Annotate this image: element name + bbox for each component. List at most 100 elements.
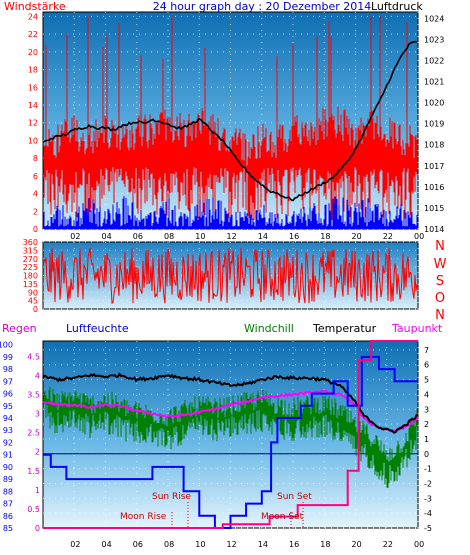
hour-tick-label: 08 [164, 232, 174, 241]
pressure-tick-label: 1014 [424, 225, 444, 234]
temperature-tick-label: 4 [424, 390, 429, 399]
rain-series [43, 340, 418, 529]
wind-tick-label: 12 [28, 119, 38, 128]
humidity-tick-label: 98 [3, 365, 13, 374]
humidity-tick-label: 86 [3, 512, 13, 521]
rain-tick-label: 3.5 [27, 390, 40, 399]
temperature-tick-label: 1 [424, 435, 429, 444]
windchill-series [43, 386, 418, 488]
wind-tick-label: 8 [33, 154, 38, 163]
rain-tick-label: 4.5 [27, 352, 40, 361]
pressure-tick-label: 1018 [424, 141, 444, 150]
humidity-tick-label: 87 [3, 500, 13, 509]
hour-tick-label: 14 [258, 232, 268, 241]
humidity-tick-label: 94 [3, 414, 13, 423]
wind-gust-series [43, 196, 418, 229]
hour-tick-label: 00 [414, 540, 424, 549]
humidity-tick-label: 95 [3, 402, 13, 411]
hour-tick-label: 02 [70, 232, 80, 241]
rain-tick-label: 3 [35, 410, 40, 419]
hour-tick-label: 16 [289, 540, 299, 549]
humidity-axis-title: Luftfeuchte [66, 322, 129, 335]
wind-tick-label: 22 [28, 30, 38, 39]
direction-tick-label: 90 [28, 288, 38, 297]
wind-tick-label: 16 [28, 83, 38, 92]
direction-tick-label: 45 [28, 297, 38, 306]
hour-tick-label: 12 [227, 540, 237, 549]
temperature-tick-label: 7 [424, 346, 429, 355]
rain-tick-label: 2.5 [27, 429, 40, 438]
axis-layer: 0246810121416182022241014101510161017101… [0, 12, 444, 549]
wind-tick-label: 10 [28, 136, 38, 145]
pressure-tick-label: 1023 [424, 35, 444, 44]
direction-tick-label: 315 [23, 246, 38, 255]
hour-tick-label: 10 [195, 232, 205, 241]
direction-tick-label: 135 [23, 280, 38, 289]
hour-tick-label: 18 [320, 232, 330, 241]
temperature-tick-label: -5 [424, 524, 432, 533]
rain-tick-label: 0 [35, 524, 40, 533]
wind-direction-series [43, 247, 418, 305]
moon-set-label: Moon Set [261, 512, 304, 522]
hour-tick-label: 18 [320, 540, 330, 549]
direction-label-s: S [436, 274, 444, 289]
temperature-tick-label: 5 [424, 376, 429, 385]
pressure-tick-label: 1015 [424, 204, 444, 213]
direction-tick-label: 180 [23, 272, 38, 281]
humidity-tick-label: 99 [3, 353, 13, 362]
pressure-tick-label: 1024 [424, 14, 444, 23]
moon-rise-label: Moon Rise [120, 512, 167, 522]
temperature-tick-label: -2 [424, 479, 432, 488]
chart-title: 24 hour graph day : 20 Dezember 2014 [153, 0, 372, 13]
hour-tick-label: 14 [258, 540, 268, 549]
wind-speed-series [43, 16, 418, 221]
rain-tick-label: 0.5 [27, 505, 40, 514]
direction-tick-label: 225 [23, 263, 38, 272]
temperature-tick-label: 3 [424, 405, 429, 414]
humidity-tick-label: 89 [3, 475, 13, 484]
direction-tick-label: 0 [33, 305, 38, 314]
hour-tick-label: 04 [102, 540, 112, 549]
direction-tick-label: 270 [23, 255, 38, 264]
windchill-series-title: Windchill [244, 322, 294, 335]
rain-tick-label: 1.5 [27, 467, 40, 476]
humidity-tick-label: 96 [3, 390, 13, 399]
hour-tick-label: 02 [70, 540, 80, 549]
direction-label-n-bottom: N [435, 308, 445, 323]
wind-tick-label: 24 [28, 12, 38, 21]
wind-tick-label: 4 [33, 190, 38, 199]
rain-tick-label: 1 [35, 486, 40, 495]
temperature-series-title: Temperatur [312, 322, 377, 335]
hour-tick-label: 20 [352, 540, 362, 549]
humidity-tick-label: 85 [3, 524, 13, 533]
temperature-tick-label: 6 [424, 361, 429, 370]
temperature-tick-label: 2 [424, 420, 429, 429]
direction-label-n-top: N [435, 239, 445, 254]
hour-tick-label: 08 [164, 540, 174, 549]
wind-tick-label: 6 [33, 172, 38, 181]
humidity-tick-label: 97 [3, 377, 13, 386]
direction-tick-label: 360 [23, 238, 38, 247]
humidity-tick-label: 91 [3, 451, 13, 460]
hour-tick-label: 22 [383, 232, 393, 241]
pressure-tick-label: 1021 [424, 78, 444, 87]
humidity-tick-label: 88 [3, 487, 13, 496]
sun-rise-label: Sun Rise [152, 492, 191, 502]
rain-axis-title: Regen [2, 322, 37, 335]
temperature-series [42, 371, 419, 434]
temperature-tick-label: -1 [424, 465, 432, 474]
sun-set-label: Sun Set [277, 492, 312, 502]
hour-tick-label: 20 [352, 232, 362, 241]
marks-layer [42, 16, 419, 529]
pressure-series [42, 40, 418, 202]
humidity-tick-label: 100 [0, 341, 13, 350]
rain-tick-label: 4 [35, 371, 40, 380]
hour-tick-label: 04 [102, 232, 112, 241]
wind-tick-label: 14 [28, 101, 38, 110]
wind-tick-label: 20 [28, 48, 38, 57]
pressure-tick-label: 1022 [424, 56, 444, 65]
humidity-tick-label: 93 [3, 426, 13, 435]
hour-tick-label: 00 [414, 232, 424, 241]
pressure-tick-label: 1019 [424, 120, 444, 129]
